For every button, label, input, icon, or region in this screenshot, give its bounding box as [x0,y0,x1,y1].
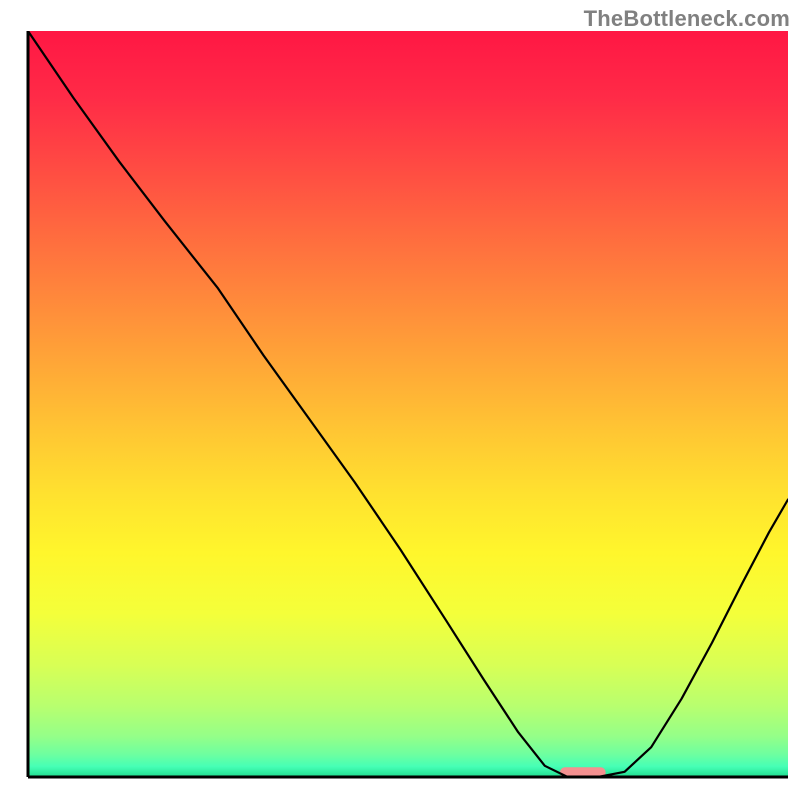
chart-container: { "watermark": "TheBottleneck.com", "cha… [0,0,800,800]
watermark-text: TheBottleneck.com [584,6,790,32]
bottleneck-chart [0,0,800,800]
gradient-background [28,31,788,777]
